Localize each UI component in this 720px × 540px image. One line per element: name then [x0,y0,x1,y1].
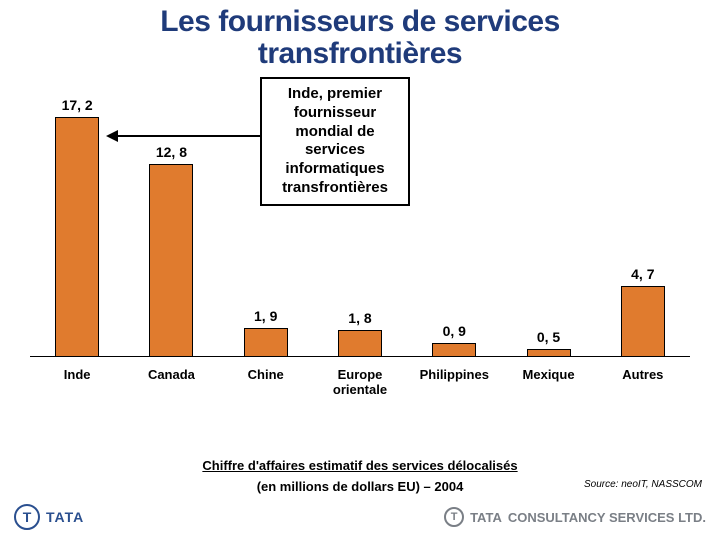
x-axis-label: Mexique [501,368,595,397]
title-line-2: transfrontières [258,37,462,70]
bar [432,343,476,357]
bar-value-label: 12, 8 [156,144,187,160]
logo-bar: T TATA T TATA CONSULTANCY SERVICES LTD. [0,500,720,534]
bar [149,164,193,357]
bar-value-label: 0, 5 [537,329,560,345]
bar-value-label: 1, 9 [254,308,277,324]
x-axis-label: Autres [596,368,690,397]
callout-box: Inde, premier fournisseur mondial de ser… [260,77,410,206]
bar [244,328,288,357]
bar-value-label: 1, 8 [348,310,371,326]
callout-line: services [270,141,400,160]
x-axis-labels: IndeCanadaChineEuropeorientalePhilippine… [30,368,690,397]
callout-arrow-head [106,130,118,142]
slide-title: Les fournisseurs de services transfronti… [0,0,720,69]
tcs-mark-icon: T [444,507,464,527]
x-axis-baseline [30,356,690,357]
callout-line: fournisseur [270,104,400,123]
tata-logo: T TATA [14,504,84,530]
tcs-logo-prefix: TATA [470,510,502,525]
tata-logo-text: TATA [46,509,84,525]
chart-area: 17, 2 12, 8 1, 9 1, 8 0, 9 0, 5 4, 7 IndeCanad… [30,77,690,397]
callout-arrow-line [116,135,260,137]
tcs-logo-text: CONSULTANCY SERVICES LTD. [508,510,706,525]
source-citation: Source: neoIT, NASSCOM [584,479,702,490]
bar-value-label: 17, 2 [62,97,93,113]
bar-column: 0, 5 [501,97,595,357]
x-axis-label: Chine [219,368,313,397]
bar-column: 0, 9 [407,97,501,357]
x-axis-label: Canada [124,368,218,397]
x-axis-label: Philippines [407,368,501,397]
title-line-1: Les fournisseurs de services [160,5,560,38]
tcs-logo: T TATA CONSULTANCY SERVICES LTD. [444,507,706,527]
bar [338,330,382,357]
x-axis-label: Inde [30,368,124,397]
tata-mark-icon: T [14,504,40,530]
callout-line: mondial de [270,123,400,142]
x-axis-label: Europeorientale [313,368,407,397]
callout-line: informatiques [270,160,400,179]
bar-value-label: 4, 7 [631,266,654,282]
bar [55,117,99,357]
callout-line: Inde, premier [270,85,400,104]
bar-column: 4, 7 [596,97,690,357]
footer-line-1: Chiffre d'affaires estimatif des service… [0,458,720,473]
callout-line: transfrontières [270,179,400,198]
bar-value-label: 0, 9 [443,323,466,339]
bar [621,286,665,357]
